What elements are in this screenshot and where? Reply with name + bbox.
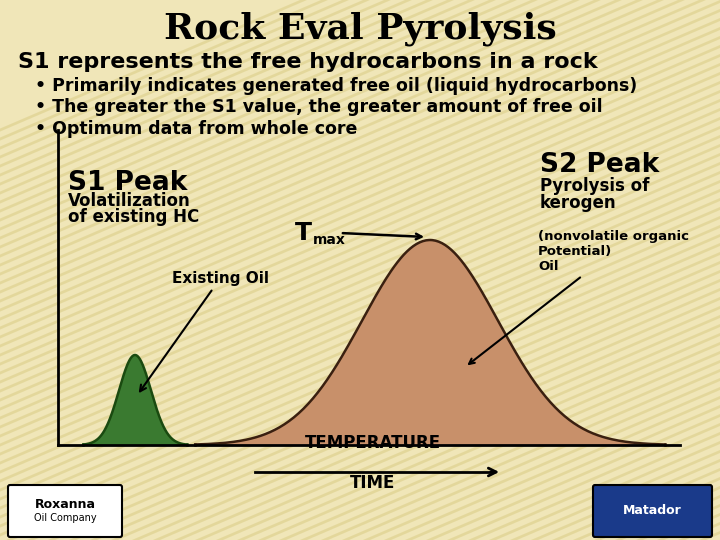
Polygon shape	[405, 0, 720, 540]
Polygon shape	[216, 0, 720, 540]
Polygon shape	[258, 0, 720, 540]
Text: Existing Oil: Existing Oil	[140, 271, 269, 392]
Polygon shape	[111, 0, 720, 540]
Polygon shape	[0, 0, 517, 540]
FancyBboxPatch shape	[8, 485, 122, 537]
Polygon shape	[237, 0, 720, 540]
Text: Matador: Matador	[623, 504, 681, 517]
Polygon shape	[699, 0, 720, 540]
Polygon shape	[0, 0, 475, 540]
Polygon shape	[90, 0, 720, 540]
Polygon shape	[615, 0, 720, 540]
Text: • The greater the S1 value, the greater amount of free oil: • The greater the S1 value, the greater …	[35, 98, 603, 116]
Text: TIME: TIME	[350, 474, 395, 492]
Polygon shape	[0, 0, 391, 540]
Polygon shape	[657, 0, 720, 540]
FancyArrowPatch shape	[488, 468, 496, 476]
Text: S1 Peak: S1 Peak	[68, 170, 187, 196]
Polygon shape	[69, 0, 720, 540]
Polygon shape	[531, 0, 720, 540]
Polygon shape	[0, 0, 601, 540]
Polygon shape	[489, 0, 720, 540]
Polygon shape	[279, 0, 720, 540]
Polygon shape	[573, 0, 720, 540]
Polygon shape	[0, 0, 580, 540]
Polygon shape	[321, 0, 720, 540]
Polygon shape	[0, 0, 685, 540]
Text: of existing HC: of existing HC	[68, 208, 199, 226]
Polygon shape	[48, 0, 720, 540]
Polygon shape	[384, 0, 720, 540]
Polygon shape	[510, 0, 720, 540]
Text: kerogen: kerogen	[540, 194, 616, 212]
Text: • Primarily indicates generated free oil (liquid hydrocarbons): • Primarily indicates generated free oil…	[35, 77, 637, 95]
Polygon shape	[0, 0, 412, 540]
Polygon shape	[0, 0, 349, 540]
Polygon shape	[153, 0, 720, 540]
Text: Oil Company: Oil Company	[34, 513, 96, 523]
Polygon shape	[426, 0, 720, 540]
Text: T: T	[295, 221, 312, 245]
Polygon shape	[0, 0, 559, 540]
Text: Roxanna: Roxanna	[35, 498, 96, 511]
Polygon shape	[174, 0, 720, 540]
Text: TEMPERATURE: TEMPERATURE	[305, 434, 441, 452]
Polygon shape	[552, 0, 720, 540]
Polygon shape	[363, 0, 720, 540]
Text: Rock Eval Pyrolysis: Rock Eval Pyrolysis	[163, 12, 557, 46]
Polygon shape	[342, 0, 720, 540]
Polygon shape	[132, 0, 720, 540]
Polygon shape	[0, 0, 643, 540]
Polygon shape	[468, 0, 720, 540]
Text: (nonvolatile organic
Potential)
Oil: (nonvolatile organic Potential) Oil	[469, 230, 689, 364]
Polygon shape	[195, 240, 665, 445]
Polygon shape	[300, 0, 720, 540]
Polygon shape	[0, 0, 664, 540]
FancyBboxPatch shape	[593, 485, 712, 537]
Polygon shape	[27, 0, 720, 540]
Text: • Optimum data from whole core: • Optimum data from whole core	[35, 120, 357, 138]
Text: Volatilization: Volatilization	[68, 192, 191, 210]
Polygon shape	[0, 0, 622, 540]
Polygon shape	[0, 0, 538, 540]
Polygon shape	[678, 0, 720, 540]
Polygon shape	[195, 0, 720, 540]
Polygon shape	[0, 0, 433, 540]
Polygon shape	[447, 0, 720, 540]
Text: S1 represents the free hydrocarbons in a rock: S1 represents the free hydrocarbons in a…	[18, 52, 598, 72]
Polygon shape	[84, 355, 186, 445]
Polygon shape	[636, 0, 720, 540]
Polygon shape	[6, 0, 720, 540]
Text: S2 Peak: S2 Peak	[540, 152, 660, 178]
Polygon shape	[594, 0, 720, 540]
Polygon shape	[0, 0, 370, 540]
Polygon shape	[0, 0, 496, 540]
Polygon shape	[0, 0, 454, 540]
Polygon shape	[0, 0, 328, 540]
